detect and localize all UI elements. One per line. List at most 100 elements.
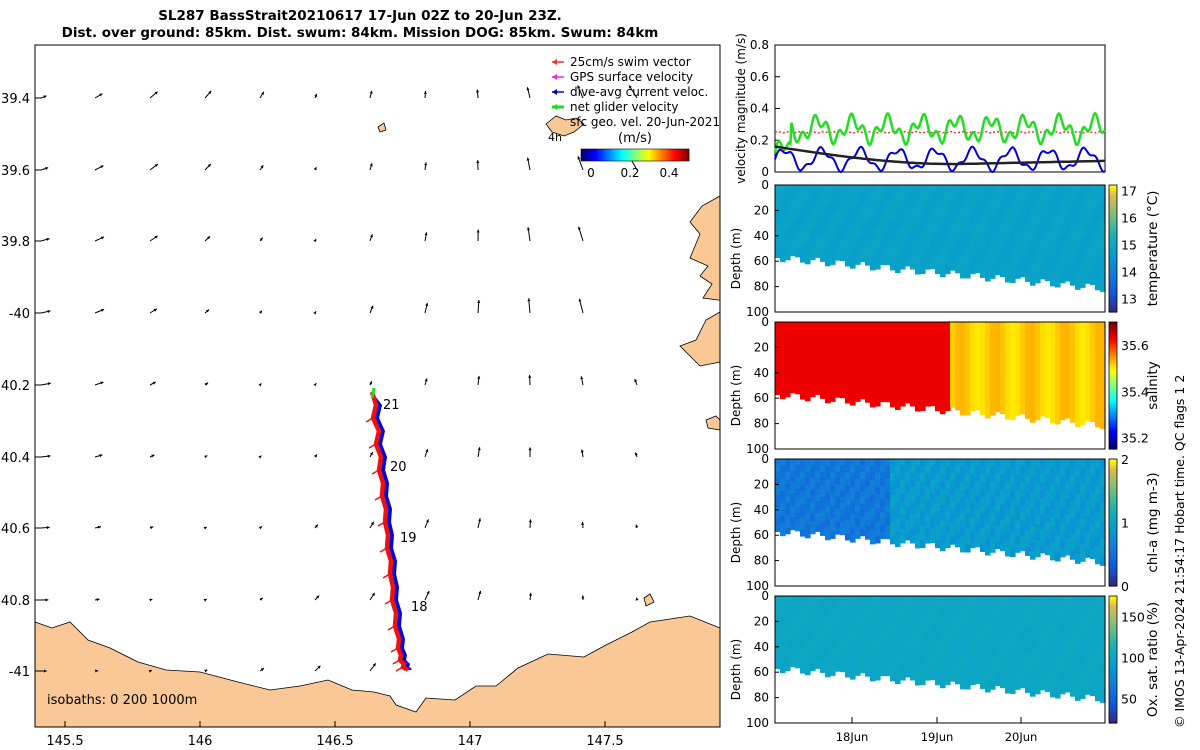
section-cell [805, 485, 811, 493]
section-cell [780, 529, 786, 537]
section-cell [855, 368, 861, 376]
section-cell [805, 348, 811, 356]
vel-ytick-label: 0 [761, 165, 769, 179]
section-cell [1095, 281, 1101, 291]
section-cell [1100, 322, 1106, 332]
section-cell [955, 639, 961, 648]
section-cell [855, 465, 861, 473]
section-cell [950, 624, 956, 633]
section-cell [840, 385, 846, 392]
section-cell [1030, 380, 1036, 390]
section-cell [970, 466, 976, 475]
section-colorbar-cell [1109, 643, 1117, 648]
section-cell [1015, 634, 1021, 644]
section-cell [865, 656, 871, 664]
section-cell [880, 335, 886, 343]
section-cell [795, 482, 801, 490]
section-colorbar-cell [1109, 385, 1117, 390]
section-cell [795, 196, 801, 204]
section-cell [800, 392, 806, 400]
section-cell [820, 497, 826, 505]
section-cell [945, 388, 951, 397]
section-cell [910, 226, 916, 235]
section-cell [985, 264, 991, 274]
section-cell [1060, 266, 1066, 276]
section-cell [855, 629, 861, 637]
section-cell [820, 602, 826, 610]
section-cell [1010, 636, 1016, 646]
section-cell [890, 343, 896, 351]
section-colorbar-cell [1109, 551, 1117, 555]
section-cell [860, 341, 866, 349]
section-cell [790, 482, 796, 489]
section-cell [1015, 603, 1021, 613]
section-cell [1005, 402, 1011, 412]
section-cell [1095, 211, 1101, 221]
section-cell [985, 612, 991, 621]
section-cell [840, 659, 846, 666]
section-cell [1000, 497, 1006, 506]
colorbar-cell [677, 149, 680, 161]
section-cell [905, 479, 911, 487]
inset-label: 4h [548, 131, 562, 144]
section-cell [945, 532, 951, 541]
section-cell [810, 602, 816, 609]
section-cell [850, 191, 856, 200]
section-cell [965, 596, 971, 605]
section-cell [985, 225, 991, 234]
section-cell [795, 661, 801, 669]
section-colorbar-cell [1109, 478, 1117, 482]
section-cell [915, 625, 921, 634]
section-cell [910, 473, 916, 481]
section-cell [975, 617, 981, 626]
section-cell [1065, 377, 1071, 387]
section-cell [915, 344, 921, 353]
section-cell [1030, 646, 1036, 655]
section-cell [1040, 400, 1046, 409]
section-cell [815, 525, 821, 532]
section-cell [1025, 322, 1031, 331]
section-cell [890, 255, 896, 264]
section-cell [910, 398, 916, 407]
section-cell [1050, 543, 1056, 552]
section-cell [870, 536, 876, 545]
section-cell [895, 394, 901, 403]
section-cell [955, 480, 961, 489]
section-cell [1020, 527, 1026, 536]
glider-track [365, 387, 412, 672]
section-cell [905, 348, 911, 357]
section-colorbar-cell [1109, 404, 1117, 409]
section-cell [1030, 268, 1036, 278]
section-cell [900, 610, 906, 618]
section-cell [995, 625, 1001, 634]
section-cell [970, 258, 976, 267]
section-cell [785, 602, 791, 609]
section-cell [885, 388, 891, 396]
section-cell [975, 402, 981, 411]
section-cell [920, 344, 926, 353]
section-cell [805, 622, 811, 630]
section-cell [820, 204, 826, 212]
section-cell [1095, 365, 1101, 375]
section-cell [1000, 406, 1006, 415]
section-cell [1000, 207, 1006, 217]
section-cell [1020, 543, 1026, 552]
section-cell [855, 642, 861, 650]
section-cell [825, 459, 831, 467]
section-cell [865, 185, 871, 193]
section-cell [1035, 475, 1041, 484]
section-cell [845, 389, 851, 397]
section-cell [920, 221, 926, 230]
section-cell [1100, 348, 1106, 359]
section-cell [935, 655, 941, 664]
section-cell [1050, 389, 1056, 399]
section-cell [1090, 209, 1096, 219]
section-cell [930, 479, 936, 488]
section-cell [1100, 193, 1106, 204]
section-cell [865, 328, 871, 336]
section-cell [970, 473, 976, 482]
section-cell [950, 343, 956, 351]
section-cell [1005, 257, 1011, 267]
section-cell [785, 334, 791, 342]
section-cell [850, 609, 856, 618]
